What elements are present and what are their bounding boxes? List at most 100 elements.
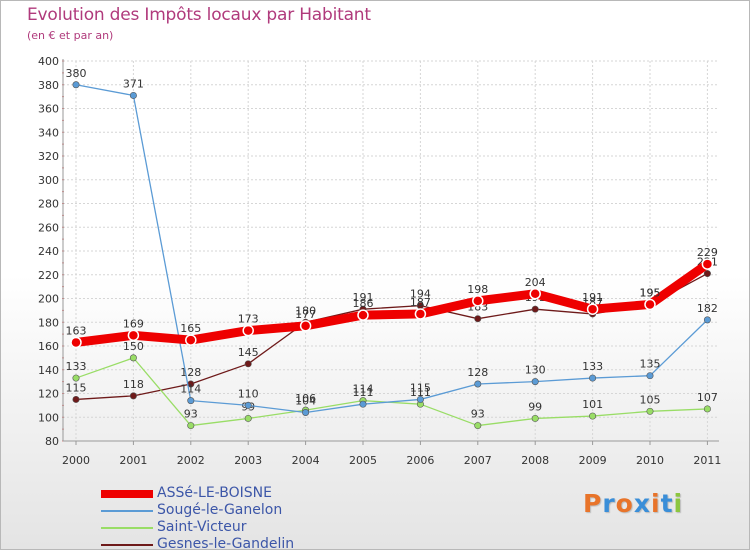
y-tick-label: 400 [38,55,59,68]
data-label-sougé-le-ganelon: 371 [123,77,144,90]
data-label-sougé-le-ganelon: 182 [697,302,718,315]
data-point-sougé-le-ganelon [589,374,597,382]
data-point-saint-victeur [703,405,711,413]
data-label-assé-le-boisne: 195 [640,286,661,299]
data-label-gesnes-le-gandelin: 115 [66,381,87,394]
x-tick-label: 2010 [636,454,664,467]
legend-label-assé-le-boisne: ASSé-LE-BOISNE [157,485,272,501]
legend-swatch-0 [101,490,153,498]
data-label-sougé-le-ganelon: 110 [238,387,259,400]
data-label-assé-le-boisne: 173 [238,313,259,326]
data-point-saint-victeur [244,414,252,422]
y-tick-label: 340 [38,126,59,139]
data-label-assé-le-boisne: 229 [697,246,718,259]
data-label-sougé-le-ganelon: 115 [410,381,431,394]
y-tick-label: 200 [38,293,59,306]
data-point-assé-le-boisne [644,298,656,311]
series-line-assé-le-boisne [71,259,712,347]
data-point-gesnes-le-gandelin [244,360,252,368]
x-tick-label: 2007 [464,454,492,467]
data-point-saint-victeur [187,422,195,430]
data-label-saint-victeur: 93 [471,408,485,421]
data-label-assé-le-boisne: 198 [467,283,488,296]
data-point-assé-le-boisne [529,288,541,300]
data-point-sougé-le-ganelon [474,380,482,388]
data-label-gesnes-le-gandelin: 128 [180,366,201,379]
data-point-assé-le-boisne [701,258,714,270]
data-point-saint-victeur [72,374,80,382]
data-label-assé-le-boisne: 204 [525,276,546,289]
data-label-assé-le-boisne: 191 [582,291,603,304]
x-tick-label: 2008 [521,454,549,467]
data-label-gesnes-le-gandelin: 194 [410,288,431,301]
data-label-saint-victeur: 106 [295,392,316,405]
data-label-sougé-le-ganelon: 133 [582,360,603,373]
chart-title: Evolution des Impôts locaux par Habitant [27,5,371,25]
data-label-assé-le-boisne: 165 [180,322,201,335]
data-point-gesnes-le-gandelin [129,392,137,400]
x-tick-label: 2002 [177,454,205,467]
data-label-saint-victeur: 101 [582,398,603,411]
data-point-sougé-le-ganelon [416,395,424,403]
y-tick-label: 300 [38,174,59,187]
data-point-sougé-le-ganelon [703,316,711,324]
data-label-assé-le-boisne: 186 [353,297,374,310]
data-point-sougé-le-ganelon [244,401,252,409]
chart-subtitle: (en € et par an) [27,29,114,42]
data-point-gesnes-le-gandelin [531,305,539,313]
data-point-assé-le-boisne [472,295,484,307]
data-point-assé-le-boisne [242,324,254,337]
y-tick-label: 220 [38,269,59,282]
data-label-sougé-le-ganelon: 135 [640,358,661,371]
data-label-sougé-le-ganelon: 104 [295,395,316,408]
x-tick-label: 2005 [349,454,377,467]
data-point-assé-le-boisne [185,334,197,346]
data-point-saint-victeur [129,354,137,362]
data-point-assé-le-boisne [586,303,599,315]
proxiti-logo: Proxiti [583,489,684,518]
y-tick-label: 160 [38,340,59,353]
data-point-saint-victeur [531,414,539,422]
x-tick-label: 2009 [579,454,607,467]
data-label-saint-victeur: 111 [410,386,431,399]
data-point-assé-le-boisne [299,320,312,332]
x-tick-label: 2006 [406,454,434,467]
x-tick-label: 2000 [62,454,90,467]
data-point-sougé-le-ganelon [359,400,367,408]
data-label-saint-victeur: 114 [353,383,374,396]
y-tick-label: 240 [38,245,59,258]
data-point-assé-le-boisne [414,308,427,320]
data-label-saint-victeur: 133 [66,360,87,373]
data-label-gesnes-le-gandelin: 180 [295,304,316,317]
data-point-sougé-le-ganelon [72,81,80,89]
data-point-assé-le-boisne [357,309,369,321]
data-label-assé-le-boisne: 187 [410,296,431,309]
data-point-sougé-le-ganelon [646,372,654,380]
data-point-sougé-le-ganelon [187,397,195,405]
legend-swatch-3 [101,544,153,546]
data-point-sougé-le-ganelon [302,408,310,416]
legend-swatch-2 [101,527,153,529]
y-tick-label: 140 [38,364,59,377]
data-label-assé-le-boisne: 163 [66,324,87,337]
data-label-saint-victeur: 150 [123,340,144,353]
data-point-sougé-le-ganelon [531,378,539,386]
data-label-gesnes-le-gandelin: 191 [353,291,374,304]
x-tick-label: 2003 [234,454,262,467]
y-tick-label: 360 [38,103,59,116]
y-tick-label: 100 [38,411,59,424]
y-tick-label: 280 [38,198,59,211]
data-label-sougé-le-ganelon: 128 [467,366,488,379]
y-tick-label: 380 [38,79,59,92]
series-line-sougé-le-ganelon [75,84,709,414]
data-label-assé-le-boisne: 177 [295,308,316,321]
data-label-gesnes-le-gandelin: 118 [123,378,144,391]
data-point-saint-victeur [474,422,482,430]
data-point-saint-victeur [646,407,654,415]
data-label-sougé-le-ganelon: 114 [180,383,201,396]
data-point-gesnes-le-gandelin [72,395,80,403]
data-label-assé-le-boisne: 169 [123,317,144,330]
data-point-sougé-le-ganelon [129,91,137,99]
data-label-sougé-le-ganelon: 130 [525,364,546,377]
